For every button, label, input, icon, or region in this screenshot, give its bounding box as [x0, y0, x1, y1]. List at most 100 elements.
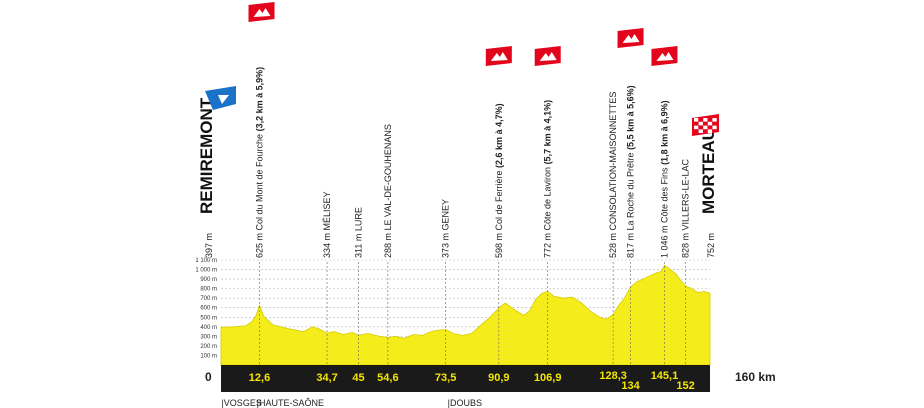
elevation-area	[220, 264, 711, 366]
climb-detail: (2,6 km à 4,7%)	[494, 103, 504, 170]
waypoint-altitude: 752 m	[706, 233, 716, 258]
checker-square	[703, 125, 708, 130]
waypoint-labels: 397 m REMIREMONT 12,6 625 m Col du Mont de…	[197, 67, 718, 392]
waypoint-altitude: 373 m	[441, 230, 451, 258]
region-labels: |VOSGES|HAUTE-SAÔNE |DOUBS	[221, 398, 482, 408]
waypoint-altitude: 397 m	[204, 233, 214, 258]
distance-km-label: 152	[676, 380, 694, 392]
waypoint-text: 828 m VILLERS-LE-LAC	[681, 158, 691, 258]
waypoint-altitude: 817 m	[626, 230, 636, 258]
climb-detail: (3,2 km à 5,9%)	[255, 67, 265, 134]
waypoint-name: CONSOLATION-MAISONNETTES	[608, 92, 618, 231]
waypoint-label: 373 m GENEY	[441, 199, 451, 258]
waypoint-text: 1 046 m Côte des Fins (1,8 km à 6,9%)	[659, 100, 669, 258]
climb-detail: (1,8 km à 6,9%)	[659, 100, 669, 167]
checker-square	[698, 121, 703, 126]
distance-band	[221, 365, 710, 392]
finish-flag-icon	[692, 114, 719, 136]
altitude-tick-label: 700 m	[200, 296, 217, 302]
region-label: |VOSGES	[221, 398, 261, 408]
altitude-tick-label: 400 m	[200, 325, 217, 331]
climb-detail: (5,5 km à 5,6%)	[626, 85, 636, 152]
checker-square	[694, 118, 699, 122]
waypoint-text: 772 m Côte de Laviron (5,7 km à 4,1%)	[543, 100, 553, 258]
waypoint-name: Col du Mont de Fourche	[255, 134, 265, 231]
waypoint-label: 828 m VILLERS-LE-LAC	[681, 158, 691, 258]
waypoint-name: LE VAL-DE-GOUHENANS	[383, 124, 393, 230]
waypoint-flags	[205, 2, 719, 136]
mountain-icon	[253, 8, 271, 17]
climb-flag-icon	[617, 28, 644, 48]
waypoint-leader-lines	[259, 262, 686, 365]
waypoint-name: MORTEAU	[699, 128, 718, 214]
waypoint-name: VILLERS-LE-LAC	[681, 158, 691, 230]
waypoint-label: 598 m Col de Ferrière (2,6 km à 4,7%)	[494, 103, 504, 258]
waypoint-label: 817 m La Roche du Prêtre (5,5 km à 5,6%)	[626, 85, 636, 258]
waypoint-altitude: 625 m	[255, 230, 265, 258]
waypoint-name: GENEY	[441, 199, 451, 231]
climb-flag-icon	[485, 46, 512, 66]
climb-flag-icon	[651, 46, 678, 66]
altitude-tick-label: 800 m	[200, 287, 217, 293]
altitude-tick-label: 1 000 m	[195, 268, 217, 274]
distance-km-label: 12,6	[249, 372, 270, 384]
waypoint-label: 772 m Côte de Laviron (5,7 km à 4,1%)	[543, 100, 553, 258]
distance-km-label: 106,9	[534, 372, 562, 384]
checker-square	[698, 129, 703, 133]
checker-square	[712, 125, 717, 130]
waypoint-text: 528 m CONSOLATION-MAISONNETTES	[608, 92, 618, 258]
elevation-profile-area	[220, 264, 711, 366]
distance-band-bar	[221, 365, 710, 392]
waypoint-text: 334 m MÉLISEY	[322, 191, 332, 258]
mountain-icon	[490, 52, 508, 61]
distance-km-label: 45	[352, 372, 364, 384]
checker-square	[703, 118, 708, 122]
distance-km-label: 134	[621, 380, 640, 392]
mountain-icon	[622, 34, 640, 43]
distance-km-label: 54,6	[377, 372, 398, 384]
waypoint-label: 288 m LE VAL-DE-GOUHENANS	[383, 124, 393, 258]
finish-label: 752 m MORTEAU	[699, 128, 718, 258]
region-label: |DOUBS	[448, 398, 482, 408]
climb-flag-icon	[534, 46, 561, 66]
altitude-tick-label: 900 m	[200, 277, 217, 283]
waypoint-altitude: 828 m	[681, 230, 691, 258]
arrow-icon	[218, 95, 229, 104]
distance-km-label: 128,3	[599, 370, 627, 382]
mountain-icon	[539, 52, 557, 61]
waypoint-name: Côte des Fins	[659, 167, 669, 223]
waypoint-label: 311 m LURE	[354, 207, 364, 258]
distance-km-label: 73,5	[435, 372, 456, 384]
waypoint-altitude: 598 m	[494, 230, 504, 258]
start-flag-icon	[205, 86, 236, 110]
waypoint-name: LURE	[354, 207, 364, 231]
waypoint-text: 817 m La Roche du Prêtre (5,5 km à 5,6%)	[626, 85, 636, 258]
checker-square	[707, 121, 713, 126]
altitude-tick-label: 500 m	[200, 315, 217, 321]
mountain-icon	[656, 52, 674, 61]
climb-detail: (5,7 km à 4,1%)	[543, 100, 553, 167]
checker-square	[694, 125, 699, 130]
distance-km-label: 145,1	[651, 370, 679, 382]
waypoint-text: 288 m LE VAL-DE-GOUHENANS	[383, 124, 393, 258]
waypoint-label: 334 m MÉLISEY	[322, 191, 332, 258]
waypoint-altitude: 772 m	[543, 230, 553, 258]
distance-start-label: 0	[205, 370, 212, 384]
waypoint-altitude: 288 m	[383, 230, 393, 258]
distance-km-label: 90,9	[488, 372, 509, 384]
altitude-tick-label: 600 m	[200, 306, 217, 312]
altitude-tick-label: 200 m	[200, 344, 217, 350]
waypoint-altitude: 1 046 m	[659, 223, 669, 258]
waypoint-altitude: 528 m	[608, 230, 618, 258]
waypoint-name: MÉLISEY	[322, 191, 332, 230]
distance-km-label: 34,7	[316, 372, 337, 384]
waypoint-name: Côte de Laviron	[543, 167, 553, 231]
waypoint-label: 528 m CONSOLATION-MAISONNETTES	[608, 92, 618, 258]
distance-end-label: 160 km	[735, 370, 776, 384]
waypoint-altitude: 311 m	[354, 231, 364, 258]
checker-square	[712, 118, 717, 122]
climb-flag-icon	[248, 2, 275, 22]
waypoint-label: 625 m Col du Mont de Fourche (3,2 km à 5…	[255, 67, 265, 258]
waypoint-text: 311 m LURE	[354, 207, 364, 258]
